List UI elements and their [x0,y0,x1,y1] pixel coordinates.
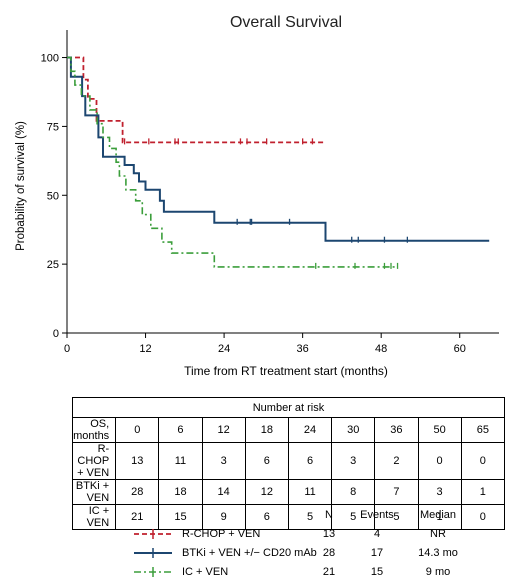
risk-count: 0 [417,442,462,480]
risk-count: 13 [115,442,160,480]
risk-timepoint: 6 [158,417,203,443]
risk-count: 28 [115,479,160,505]
legend-label: IC + VEN [182,566,229,578]
legend-header-n: N [325,509,333,521]
risk-count: 0 [460,504,506,530]
risk-count: 15 [158,504,203,530]
x-tick-label: 24 [218,343,230,355]
legend-swatch [134,548,172,558]
risk-timepoint: 65 [460,417,506,443]
risk-table-header-label: OS, months [71,417,117,443]
series-2 [67,56,399,269]
chart-title: Overall Survival [230,14,342,31]
legend-row: R-CHOP + VEN 13 4 NR [130,525,510,544]
km-chart: Overall Survival Probability of survival… [15,14,499,378]
risk-count: 8 [331,479,376,505]
risk-table-title: Number at risk [72,397,505,418]
legend-n: 13 [322,528,336,540]
risk-count: 9 [201,504,246,530]
risk-count: 3 [331,442,376,480]
risk-timepoint: 36 [374,417,419,443]
legend-median: 9 mo [425,566,451,578]
risk-timepoint: 0 [115,417,160,443]
risk-count: 14 [201,479,246,505]
series-1 [67,56,490,243]
legend-header-median: Median [419,509,457,521]
legend-swatch [134,567,172,577]
risk-count: 12 [244,479,289,505]
risk-count: 6 [244,442,289,480]
risk-count: 0 [460,442,506,480]
x-axis-label: Time from RT treatment start (months) [184,364,388,378]
legend-events: 17 [370,547,384,559]
legend-n: 21 [322,566,336,578]
legend-median: 14.3 mo [418,547,458,559]
y-axis-label: Probability of survival (%) [15,121,27,251]
risk-row: BTKi + VEN 28 18 14 12 11 8 7 3 1 [71,479,506,505]
x-tick-label: 60 [454,343,466,355]
x-tick-label: 36 [297,343,309,355]
survival-curve [67,56,398,268]
risk-count: 11 [158,442,203,480]
risk-count: 6 [287,442,333,480]
risk-row: IC + VEN 21 15 9 6 5 5 5 1 0 [71,504,506,530]
risk-timepoint: 12 [201,417,246,443]
legend-row: BTKi + VEN +/− CD20 mAb 28 17 14.3 mo [130,544,510,563]
legend-swatch [134,529,172,539]
y-tick-label: 75 [47,121,59,133]
x-tick-label: 0 [64,343,70,355]
legend-median: NR [430,528,446,540]
risk-timepoint: 18 [244,417,289,443]
risk-row-label: BTKi + VEN [71,479,117,505]
risk-count: 1 [417,504,462,530]
legend-events: 4 [373,528,381,540]
number-at-risk-table: Number at risk OS, months 0 6 12 18 24 30 36 50… [71,397,506,530]
legend-events: 15 [370,566,384,578]
risk-count: 2 [374,442,419,480]
axes: 0 25 50 75 100 0 12 24 36 48 60 [41,30,499,355]
survival-curves [67,56,490,269]
risk-count: 6 [244,504,289,530]
risk-timepoint: 50 [417,417,462,443]
legend-row: IC + VEN 21 15 9 mo [130,563,510,582]
risk-count: 11 [287,479,333,505]
risk-count: 3 [417,479,462,505]
y-tick-label: 50 [47,190,59,202]
risk-count: 1 [460,479,506,505]
y-tick-label: 0 [53,328,59,340]
survival-curve [67,56,326,144]
risk-count: 5 [331,504,376,530]
risk-row-label: R-CHOP + VEN [71,442,117,480]
risk-timepoint: 24 [287,417,333,443]
legend-n: 28 [322,547,336,559]
risk-table-header-row: OS, months 0 6 12 18 24 30 36 50 65 [71,417,506,443]
risk-count: 5 [374,504,419,530]
risk-count: 5 [287,504,333,530]
legend: N Events Median R-CHOP + VEN 13 4 NR BTKi + … [130,506,510,582]
risk-row-label: IC + VEN [71,504,117,530]
risk-timepoint: 30 [331,417,376,443]
y-tick-label: 25 [47,259,59,271]
legend-label: R-CHOP + VEN [182,528,261,540]
risk-count: 7 [374,479,419,505]
legend-header-events: Events [360,509,394,521]
risk-row: R-CHOP + VEN 13 11 3 6 6 3 2 0 0 [71,442,506,480]
legend-label: BTKi + VEN +/− CD20 mAb [182,547,317,559]
y-tick-label: 100 [41,53,59,65]
x-tick-label: 48 [375,343,387,355]
x-tick-label: 12 [139,343,151,355]
risk-count: 18 [158,479,203,505]
survival-curve [67,56,490,242]
risk-count: 3 [201,442,246,480]
series-0 [67,56,326,145]
legend-header: N Events Median [130,506,510,525]
